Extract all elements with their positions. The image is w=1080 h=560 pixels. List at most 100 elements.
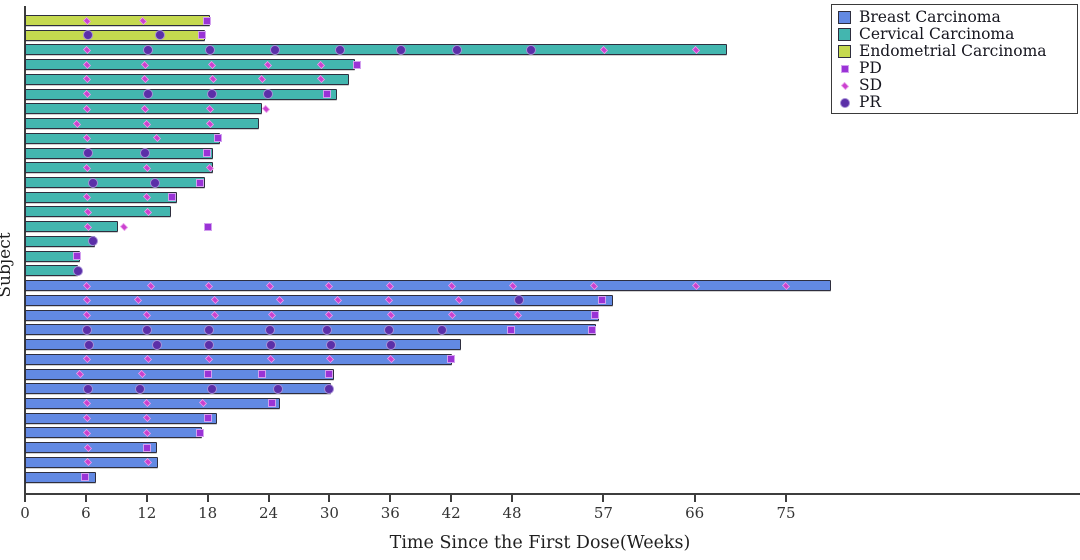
legend: Breast Carcinoma Cervical Carcinoma Endome… — [831, 4, 1078, 114]
x-tick-mark — [785, 495, 788, 502]
x-tick-mark — [267, 495, 270, 502]
subject-bar — [25, 147, 213, 159]
subject-bar — [25, 162, 213, 174]
subject-bar — [25, 427, 202, 439]
event-marker-pd-icon — [213, 134, 222, 143]
event-marker-pr-icon — [83, 339, 94, 350]
subject-bar — [25, 88, 337, 100]
event-marker-sd-icon — [120, 222, 129, 231]
event-marker-pr-icon — [386, 339, 397, 350]
subject-bar — [25, 383, 332, 395]
event-marker-pr-icon — [514, 295, 525, 306]
event-marker-pd-icon — [195, 428, 204, 437]
legend-item-pd: PD — [838, 60, 1071, 77]
event-marker-pd-icon — [598, 296, 607, 305]
event-marker-pr-icon — [204, 44, 215, 55]
event-marker-pr-icon — [149, 177, 160, 188]
event-marker-pr-icon — [272, 383, 283, 394]
event-marker-pd-icon — [591, 311, 600, 320]
x-tick-mark — [145, 495, 148, 502]
subject-bar — [25, 294, 613, 306]
x-tick-label: 36 — [380, 504, 400, 522]
event-marker-pr-icon — [87, 177, 98, 188]
subject-bar — [25, 118, 260, 130]
x-tick-mark — [389, 495, 392, 502]
event-marker-pr-icon — [141, 324, 152, 335]
event-marker-pr-icon — [526, 44, 537, 55]
subject-bar — [25, 412, 217, 424]
event-marker-pr-icon — [142, 89, 153, 100]
event-marker-pd-icon — [197, 31, 206, 40]
legend-swatch-icon — [838, 28, 851, 41]
x-tick-mark — [511, 495, 514, 502]
event-marker-pr-icon — [206, 383, 217, 394]
subject-bar — [25, 250, 80, 262]
event-marker-pr-icon — [81, 324, 92, 335]
subject-bar — [25, 368, 335, 380]
subject-bar — [25, 59, 355, 71]
subject-bar — [25, 15, 210, 26]
subject-bar — [25, 309, 600, 321]
event-marker-pr-icon — [264, 324, 275, 335]
event-marker-pd-icon — [588, 325, 597, 334]
legend-marker-sd-icon — [838, 79, 851, 92]
event-marker-pr-icon — [452, 44, 463, 55]
event-marker-sd-icon — [262, 104, 271, 113]
subject-bar — [25, 29, 205, 41]
x-tick-label: 42 — [441, 504, 461, 522]
subject-bar — [25, 191, 178, 203]
event-marker-pr-icon — [324, 383, 335, 394]
subject-bar — [25, 73, 349, 85]
legend-label: Cervical Carcinoma — [859, 25, 1015, 43]
event-marker-pr-icon — [206, 89, 217, 100]
legend-item-cervical-carcinoma: Cervical Carcinoma — [838, 26, 1071, 43]
event-marker-pd-icon — [203, 370, 212, 379]
x-tick-mark — [24, 495, 26, 502]
y-axis-label: Subject — [0, 232, 15, 298]
event-marker-pr-icon — [265, 339, 276, 350]
x-tick-label: 66 — [685, 504, 705, 522]
legend-item-endometrial-carcinoma: Endometrial Carcinoma — [838, 43, 1071, 60]
event-marker-pr-icon — [437, 324, 448, 335]
x-axis-label: Time Since the First Dose(Weeks) — [389, 533, 691, 553]
legend-item-pr: PR — [838, 94, 1071, 111]
event-marker-pd-icon — [168, 193, 177, 202]
x-tick-label: 30 — [319, 504, 339, 522]
subject-bar — [25, 265, 78, 277]
event-marker-pr-icon — [269, 44, 280, 55]
subject-bar — [25, 132, 220, 144]
event-marker-pr-icon — [262, 89, 273, 100]
event-marker-pd-icon — [195, 178, 204, 187]
event-marker-pr-icon — [334, 44, 345, 55]
event-marker-pd-icon — [447, 355, 456, 364]
legend-label: Breast Carcinoma — [859, 8, 1001, 26]
x-tick-mark — [450, 495, 453, 502]
x-tick-label: 48 — [502, 504, 522, 522]
event-marker-pr-icon — [322, 324, 333, 335]
event-marker-pr-icon — [142, 44, 153, 55]
event-marker-pd-icon — [507, 325, 516, 334]
x-tick-mark — [693, 495, 696, 502]
event-marker-pd-icon — [80, 473, 89, 482]
subject-bar — [25, 280, 831, 292]
subject-bar — [25, 471, 97, 483]
legend-marker-pr-icon — [838, 96, 851, 109]
legend-label: PR — [859, 93, 882, 111]
legend-label: PD — [859, 59, 882, 77]
x-tick-label: 57 — [593, 504, 613, 522]
event-marker-pd-icon — [352, 60, 361, 69]
event-marker-pr-icon — [139, 148, 150, 159]
subject-bar — [25, 44, 728, 56]
event-marker-pr-icon — [326, 339, 337, 350]
event-marker-pd-icon — [72, 252, 81, 261]
event-marker-pd-icon — [323, 90, 332, 99]
event-marker-pd-icon — [202, 149, 211, 158]
subject-bar — [25, 339, 462, 351]
event-marker-pd-icon — [325, 370, 334, 379]
event-marker-pr-icon — [151, 339, 162, 350]
legend-item-sd: SD — [838, 77, 1071, 94]
x-tick-mark — [84, 495, 87, 502]
event-marker-pr-icon — [72, 265, 83, 276]
subject-bar — [25, 235, 95, 247]
